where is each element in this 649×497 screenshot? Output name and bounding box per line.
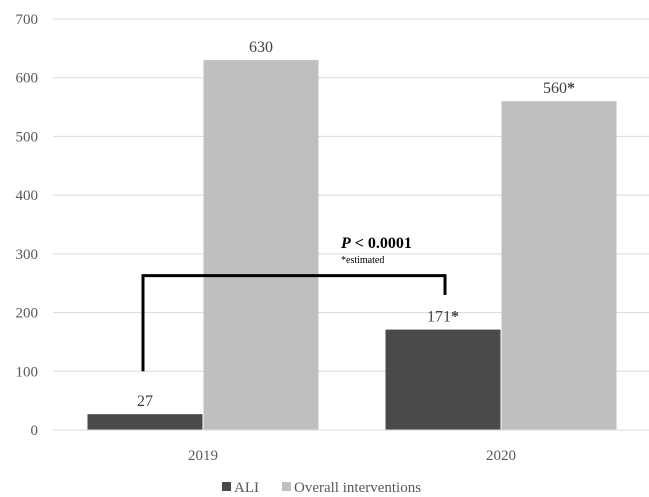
estimated-star: * (451, 309, 459, 326)
p-value-annotation: P < 0.0001 (340, 235, 412, 252)
bar-ali-2019 (87, 414, 203, 430)
x-category-label: 2019 (188, 448, 218, 464)
y-tick-label: 600 (16, 71, 39, 87)
p-value-letter: P (340, 235, 351, 252)
data-label: 27 (137, 393, 153, 410)
x-category-label: 2020 (486, 448, 516, 464)
y-tick-label: 400 (16, 188, 39, 204)
bars (87, 60, 617, 430)
legend-label-overall: Overall interventions (294, 480, 421, 496)
estimated-star: * (567, 80, 575, 97)
y-tick-label: 500 (16, 129, 39, 145)
significance-bracket (141, 274, 447, 372)
legend-swatch-ali (222, 482, 231, 491)
y-tick-label: 0 (31, 423, 39, 439)
legend-swatch-overall (282, 482, 291, 491)
y-tick-label: 700 (16, 12, 39, 28)
legend: ALI Overall interventions (222, 480, 421, 496)
y-tick-label: 100 (16, 364, 39, 380)
p-value-text: < 0.0001 (351, 235, 412, 252)
estimated-note: *estimated (341, 255, 384, 266)
y-axis-ticks: 0 100 200 300 400 500 600 700 (16, 12, 39, 439)
y-tick-label: 300 (16, 247, 39, 263)
data-label: 171* (427, 309, 459, 326)
data-label: 630 (249, 39, 273, 56)
bar-overall-interventions-2020 (501, 101, 617, 430)
data-label: 560* (543, 80, 575, 97)
gridlines (53, 18, 649, 372)
bar-overall-interventions-2019 (203, 60, 319, 430)
data-labels: 27 630 171* 560* (137, 39, 575, 410)
x-axis-categories: 2019 2020 (188, 448, 516, 464)
bar-ali-2020 (385, 329, 501, 430)
y-tick-label: 200 (16, 306, 39, 322)
legend-label-ali: ALI (234, 480, 259, 496)
